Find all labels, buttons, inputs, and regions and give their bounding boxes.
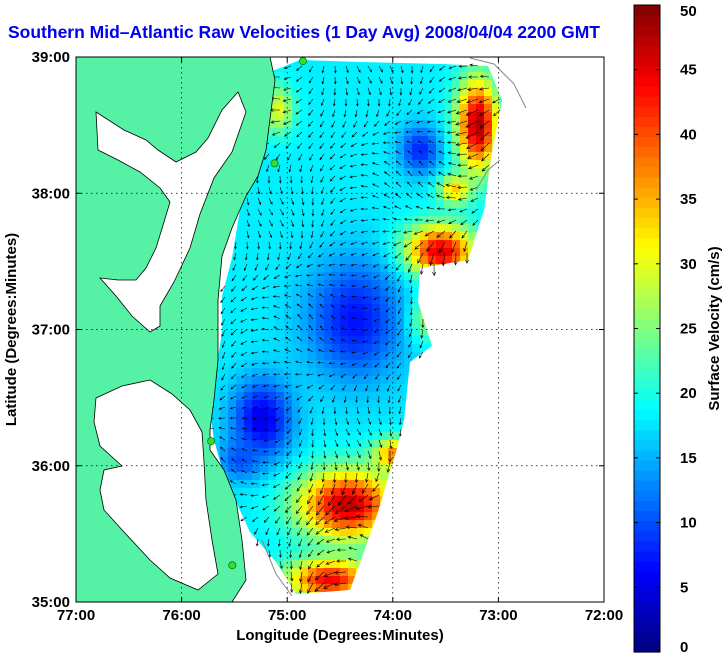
y-axis-ticks: 35:00 36:00 37:00 38:00 39:00 bbox=[32, 49, 604, 611]
land-mass bbox=[75, 56, 527, 603]
radar-stations bbox=[207, 57, 308, 570]
colorbar-tick-label: 0 bbox=[680, 639, 688, 656]
colorbar-label: Surface Velocity (cm/s) bbox=[706, 246, 723, 410]
y-tick-label: 35:00 bbox=[32, 594, 70, 611]
x-axis-label: Longitude (Degrees:Minutes) bbox=[236, 627, 444, 644]
colorbar-tick-label: 35 bbox=[680, 191, 697, 208]
x-axis-ticks: 77:00 76:00 75:00 74:00 73:00 72:00 bbox=[57, 57, 623, 624]
colorbar-tick-label: 30 bbox=[680, 256, 697, 273]
colorbar-tick-label: 45 bbox=[680, 62, 697, 79]
colorbar-ticks: 0 5 10 15 20 25 30 35 40 45 50 bbox=[634, 3, 697, 656]
grid-lines bbox=[76, 57, 604, 602]
x-tick-label: 74:00 bbox=[374, 607, 412, 624]
radar-station-marker bbox=[207, 437, 216, 446]
colorbar-tick-label: 25 bbox=[680, 321, 697, 338]
velocity-arrows bbox=[206, 63, 501, 595]
chart-title: Southern Mid–Atlantic Raw Velocities (1 … bbox=[8, 22, 600, 42]
y-tick-label: 38:00 bbox=[32, 185, 70, 202]
y-tick-label: 39:00 bbox=[32, 49, 70, 66]
radar-station-marker bbox=[228, 561, 237, 570]
x-tick-label: 76:00 bbox=[162, 607, 200, 624]
colorbar-tick-label: 15 bbox=[680, 450, 697, 467]
x-tick-label: 77:00 bbox=[57, 607, 95, 624]
colorbar-tick-label: 40 bbox=[680, 126, 697, 143]
colorbar-tick-label: 5 bbox=[680, 579, 688, 596]
x-tick-label: 75:00 bbox=[268, 607, 306, 624]
radar-station-marker bbox=[270, 159, 279, 168]
colorbar-tick-label: 20 bbox=[680, 385, 697, 402]
x-tick-label: 73:00 bbox=[479, 607, 517, 624]
y-axis-label: Latitude (Degrees:Minutes) bbox=[3, 233, 20, 426]
colorbar-tick-label: 50 bbox=[680, 3, 697, 20]
x-tick-label: 72:00 bbox=[585, 607, 623, 624]
y-tick-label: 37:00 bbox=[32, 322, 70, 339]
colorbar-tick-label: 10 bbox=[680, 515, 697, 532]
y-tick-label: 36:00 bbox=[32, 458, 70, 475]
colorbar-gradient bbox=[634, 5, 660, 653]
